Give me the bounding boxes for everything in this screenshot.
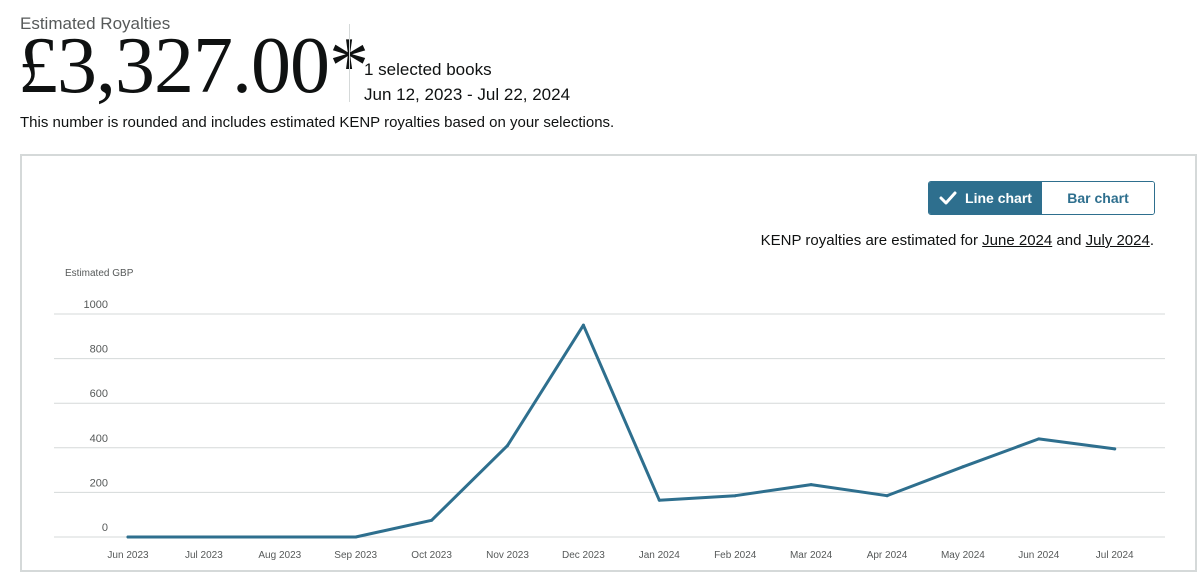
check-icon <box>939 191 957 205</box>
data-point <box>657 498 661 502</box>
kenp-estimate-note: KENP royalties are estimated for June 20… <box>761 232 1154 249</box>
royalties-amount: £3,327.00* <box>18 22 369 110</box>
summary-divider <box>349 24 350 102</box>
x-tick-label: Jul 2024 <box>1096 550 1134 561</box>
data-point <box>1037 437 1041 441</box>
data-point <box>961 465 965 469</box>
y-tick-label: 200 <box>90 477 108 489</box>
x-tick-label: Nov 2023 <box>486 550 529 561</box>
x-tick-label: Jan 2024 <box>639 550 681 561</box>
y-tick-label: 600 <box>90 388 108 400</box>
y-tick-label: 0 <box>102 522 108 534</box>
y-tick-label: 1000 <box>84 299 108 311</box>
data-point <box>202 535 206 539</box>
data-point <box>506 444 509 448</box>
y-tick-label: 800 <box>90 344 108 356</box>
series-line <box>126 323 1117 539</box>
x-tick-label: Feb 2024 <box>714 550 757 561</box>
data-point <box>278 535 282 539</box>
line-chart-label: Line chart <box>965 190 1032 206</box>
data-point <box>885 494 889 498</box>
estimated-royalties-label: Estimated Royalties <box>20 14 171 33</box>
chart-type-toggle: Line chart Bar chart <box>928 181 1155 215</box>
kenp-note-prefix: KENP royalties are estimated for <box>760 232 983 249</box>
bar-chart-button[interactable]: Bar chart <box>1042 182 1154 214</box>
kenp-note-middle: and <box>1052 232 1086 249</box>
data-point <box>733 494 737 498</box>
x-tick-label: Aug 2023 <box>258 550 301 561</box>
data-point <box>430 518 434 522</box>
x-tick-label: May 2024 <box>941 550 985 561</box>
selected-books-count: 1 selected books <box>364 60 492 79</box>
x-tick-label: Jun 2024 <box>1018 550 1060 561</box>
line-chart-button[interactable]: Line chart <box>929 182 1042 214</box>
rounding-note: This number is rounded and includes esti… <box>20 114 615 131</box>
data-point <box>354 535 358 539</box>
chart-card: Line chart Bar chart KENP royalties are … <box>20 154 1197 572</box>
data-point <box>1113 447 1117 451</box>
royalties-line-chart: Estimated GBP 0 200 400 600 800 1000 Jun 2023 Ju… <box>54 268 1165 561</box>
data-point <box>126 535 130 539</box>
x-tick-label: Apr 2024 <box>867 550 908 561</box>
x-tick-label: Dec 2023 <box>562 550 605 561</box>
x-tick-label: Mar 2024 <box>790 550 833 561</box>
kenp-note-suffix: . <box>1149 232 1154 249</box>
bar-chart-label: Bar chart <box>1067 190 1129 206</box>
x-tick-label: Sep 2023 <box>334 550 377 561</box>
july-2024-link[interactable]: July 2024 <box>1085 232 1150 249</box>
x-tick-label: Jul 2023 <box>185 550 223 561</box>
date-range: Jun 12, 2023 - Jul 22, 2024 <box>364 85 571 104</box>
x-tick-label: Jun 2023 <box>107 550 149 561</box>
x-tick-label: Oct 2023 <box>411 550 452 561</box>
data-point <box>581 323 585 327</box>
june-2024-link[interactable]: June 2024 <box>982 232 1053 249</box>
data-point <box>809 483 813 487</box>
y-axis-label: Estimated GBP <box>65 268 134 279</box>
y-tick-label: 400 <box>90 433 108 445</box>
